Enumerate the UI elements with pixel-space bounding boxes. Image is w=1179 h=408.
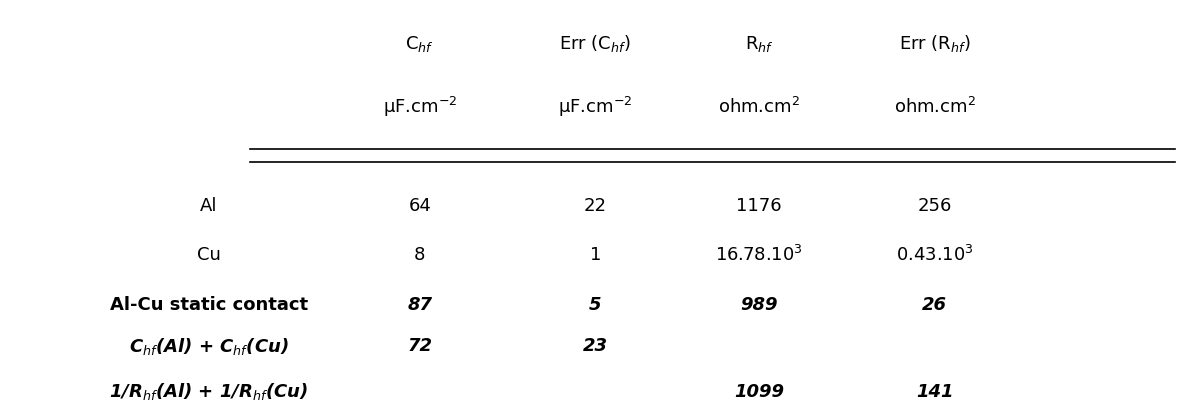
- Text: Al-Cu static contact: Al-Cu static contact: [110, 296, 308, 314]
- Text: ohm.cm$^{2}$: ohm.cm$^{2}$: [718, 97, 801, 117]
- Text: 22: 22: [584, 197, 607, 215]
- Text: μF.cm$^{-2}$: μF.cm$^{-2}$: [382, 95, 457, 119]
- Text: R$_{hf}$: R$_{hf}$: [745, 34, 773, 54]
- Text: Err (R$_{hf}$): Err (R$_{hf}$): [898, 33, 970, 54]
- Text: 256: 256: [917, 197, 951, 215]
- Text: 1/R$_{hf}$(Al) + 1/R$_{hf}$(Cu): 1/R$_{hf}$(Al) + 1/R$_{hf}$(Cu): [110, 381, 309, 402]
- Text: 0.43.10$^{3}$: 0.43.10$^{3}$: [896, 245, 974, 265]
- Text: 5: 5: [590, 296, 601, 314]
- Text: C$_{hf}$(Al) + C$_{hf}$(Cu): C$_{hf}$(Al) + C$_{hf}$(Cu): [130, 336, 289, 357]
- Text: 989: 989: [740, 296, 778, 314]
- Text: C$_{hf}$: C$_{hf}$: [406, 34, 434, 54]
- Text: 141: 141: [916, 383, 954, 401]
- Text: 1176: 1176: [737, 197, 782, 215]
- Text: 72: 72: [407, 337, 433, 355]
- Text: Cu: Cu: [197, 246, 220, 264]
- Text: μF.cm$^{-2}$: μF.cm$^{-2}$: [558, 95, 633, 119]
- Text: 1: 1: [590, 246, 601, 264]
- Text: 16.78.10$^{3}$: 16.78.10$^{3}$: [716, 245, 803, 265]
- Text: ohm.cm$^{2}$: ohm.cm$^{2}$: [894, 97, 976, 117]
- Text: 8: 8: [414, 246, 426, 264]
- Text: 87: 87: [407, 296, 433, 314]
- Text: 64: 64: [408, 197, 432, 215]
- Text: 26: 26: [922, 296, 948, 314]
- Text: 23: 23: [582, 337, 608, 355]
- Text: Err (C$_{hf}$): Err (C$_{hf}$): [559, 33, 632, 54]
- Text: Al: Al: [200, 197, 218, 215]
- Text: 1099: 1099: [735, 383, 784, 401]
